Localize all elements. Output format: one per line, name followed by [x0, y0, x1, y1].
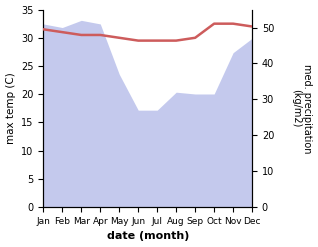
Y-axis label: med. precipitation
(kg/m2): med. precipitation (kg/m2) [291, 64, 313, 153]
Y-axis label: max temp (C): max temp (C) [5, 72, 16, 144]
X-axis label: date (month): date (month) [107, 231, 189, 242]
